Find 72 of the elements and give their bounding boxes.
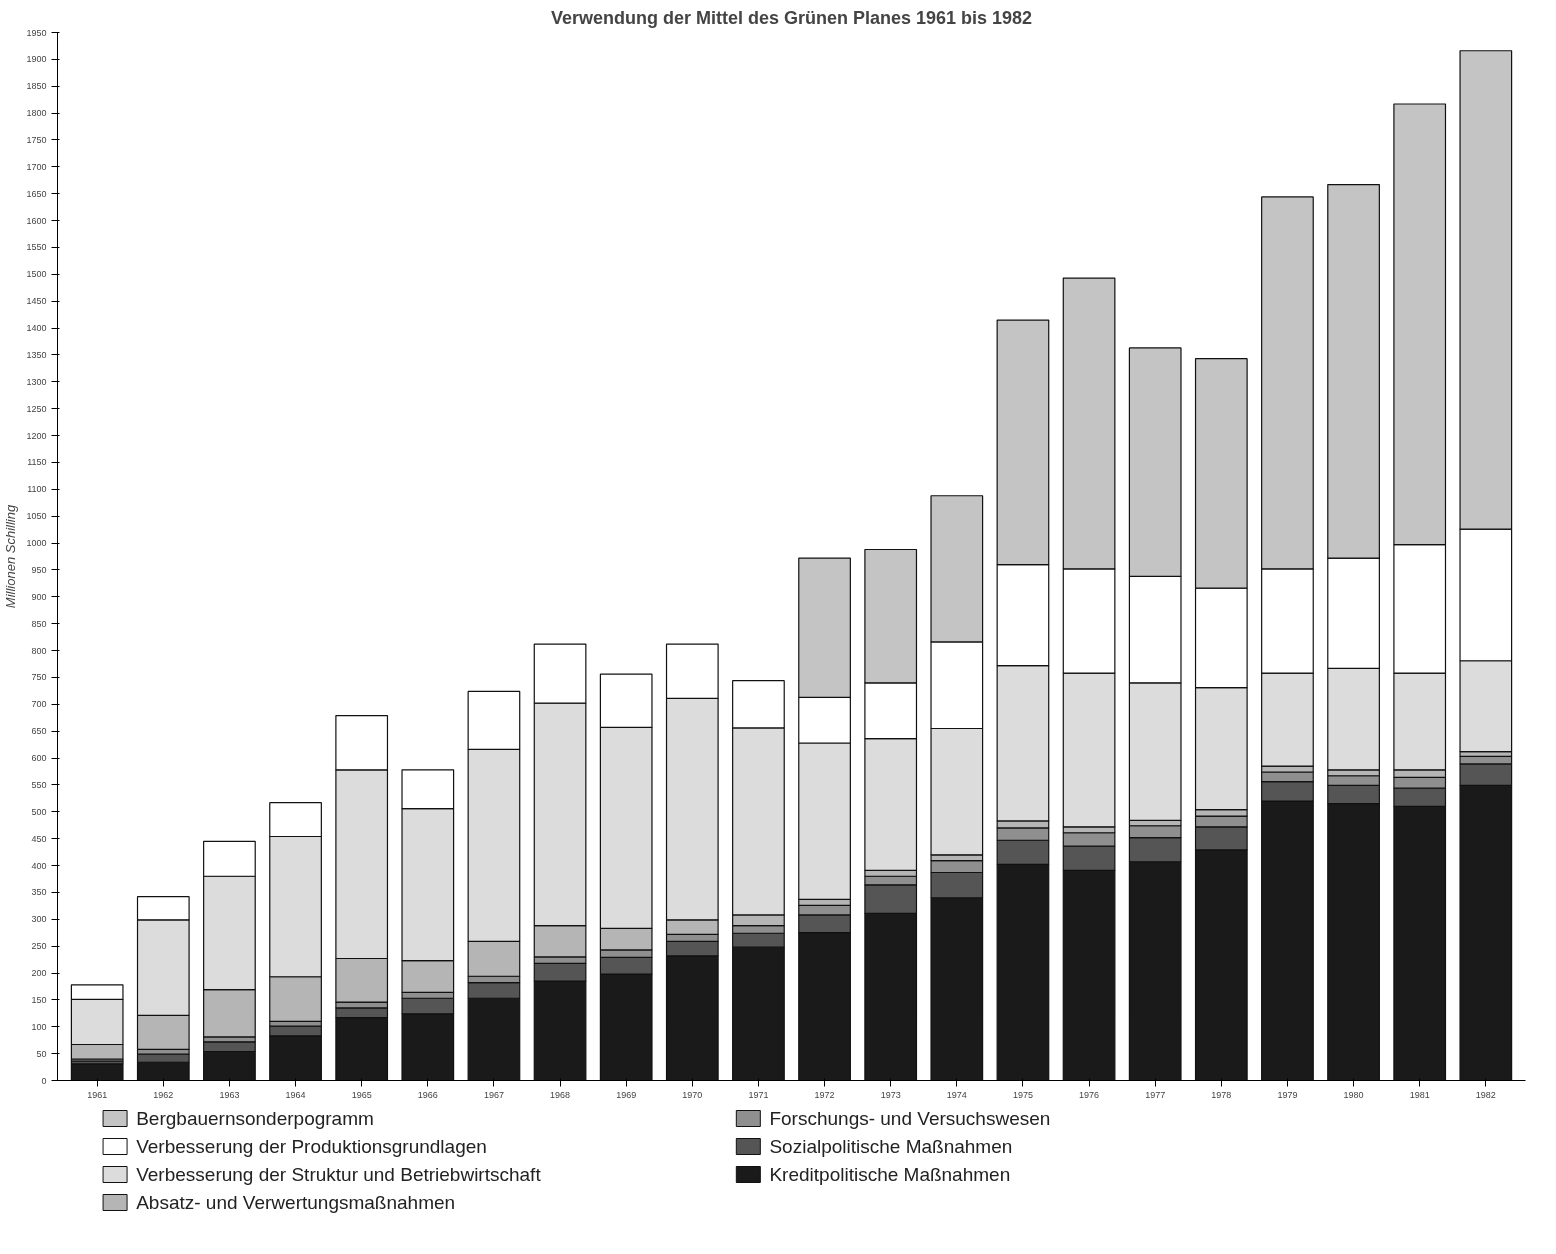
- y-tick-label: 500: [31, 806, 47, 817]
- y-tick-label: 1750: [26, 134, 47, 145]
- y-tick-label: 300: [31, 914, 47, 925]
- y-tick-label: 600: [31, 753, 47, 764]
- x-tick-label: 1981: [1409, 1089, 1430, 1100]
- y-tick-label: 1500: [26, 269, 47, 280]
- y-tick-label: 1900: [26, 54, 47, 65]
- legend-label: Bergbauernsonderpogramm: [136, 1108, 374, 1129]
- y-tick-label: 1800: [26, 108, 47, 119]
- y-tick-label: 1700: [26, 161, 47, 172]
- y-tick-label: 150: [31, 994, 47, 1005]
- x-tick-label: 1963: [219, 1089, 240, 1100]
- x-tick-label: 1970: [682, 1089, 703, 1100]
- x-tick-label: 1964: [285, 1089, 306, 1100]
- y-tick-label: 350: [31, 887, 47, 898]
- y-tick-label: 700: [31, 699, 47, 710]
- y-tick-label: 0: [41, 1075, 47, 1086]
- y-tick-label: 1100: [27, 484, 47, 495]
- x-tick-label: 1972: [814, 1089, 835, 1100]
- legend-label: Kreditpolitische Maßnahmen: [769, 1164, 1011, 1185]
- legend-label: Forschungs- und Versuchswesen: [769, 1108, 1051, 1129]
- y-tick-label: 400: [31, 860, 47, 871]
- y-tick-label: 1450: [26, 296, 47, 307]
- y-tick-label: 1000: [26, 538, 47, 549]
- x-tick-label: 1975: [1012, 1089, 1033, 1100]
- y-tick-label: 650: [31, 726, 47, 737]
- y-tick-label: 850: [31, 618, 47, 629]
- y-tick-label: 800: [31, 645, 47, 656]
- y-tick-label: 1600: [26, 215, 47, 226]
- x-tick-label: 1977: [1145, 1089, 1166, 1100]
- x-tick-label: 1968: [550, 1089, 571, 1100]
- y-tick-label: 1400: [26, 323, 47, 334]
- y-tick-label: 1650: [26, 188, 47, 199]
- legend-label: Verbesserung der Struktur und Betriebwirtschaft: [136, 1164, 542, 1185]
- y-tick-label: 450: [31, 833, 47, 844]
- y-tick-label: 1550: [26, 242, 47, 253]
- x-tick-label: 1971: [748, 1089, 769, 1100]
- y-tick-label: 900: [31, 591, 47, 602]
- y-tick-label: 200: [31, 968, 47, 979]
- x-tick-label: 1966: [417, 1089, 438, 1100]
- y-tick-label: 950: [31, 564, 47, 575]
- y-tick-label: 1250: [26, 403, 47, 414]
- x-tick-label: 1967: [483, 1089, 504, 1100]
- x-tick-label: 1974: [946, 1089, 967, 1100]
- legend-label: Sozialpolitische Maßnahmen: [769, 1136, 1013, 1157]
- y-tick-label: 1350: [26, 349, 47, 360]
- y-axis-title: Millionen Schilling: [3, 504, 19, 609]
- x-tick-label: 1973: [880, 1089, 901, 1100]
- chart-title: Verwendung der Mittel des Grünen Planes 1961 bis 1982: [550, 7, 1033, 28]
- y-tick-label: 250: [31, 941, 47, 952]
- x-tick-label: 1962: [153, 1089, 174, 1100]
- legend-label: Absatz- und Verwertungsmaßnahmen: [136, 1192, 456, 1213]
- x-tick-label: 1961: [87, 1089, 108, 1100]
- y-tick-label: 1950: [26, 27, 47, 38]
- y-tick-label: 1300: [26, 376, 47, 387]
- x-tick-label: 1965: [351, 1089, 372, 1100]
- y-tick-label: 1850: [26, 81, 47, 92]
- bar: [70, 1063, 124, 1081]
- y-tick-label: 750: [31, 672, 47, 683]
- x-tick-label: 1979: [1277, 1089, 1298, 1100]
- x-tick-label: 1982: [1475, 1089, 1496, 1100]
- y-tick-label: 100: [31, 1021, 47, 1032]
- y-tick-label: 550: [31, 779, 47, 790]
- x-tick-label: 1969: [616, 1089, 637, 1100]
- y-tick-label: 1200: [26, 430, 47, 441]
- x-tick-label: 1980: [1343, 1089, 1364, 1100]
- y-tick-label: 50: [36, 1048, 47, 1059]
- y-tick-label: 1150: [27, 457, 47, 468]
- y-tick-label: 1050: [26, 511, 47, 522]
- legend-label: Verbesserung der Produktionsgrundlagen: [136, 1136, 487, 1157]
- x-tick-label: 1976: [1079, 1089, 1100, 1100]
- x-tick-label: 1978: [1211, 1089, 1232, 1100]
